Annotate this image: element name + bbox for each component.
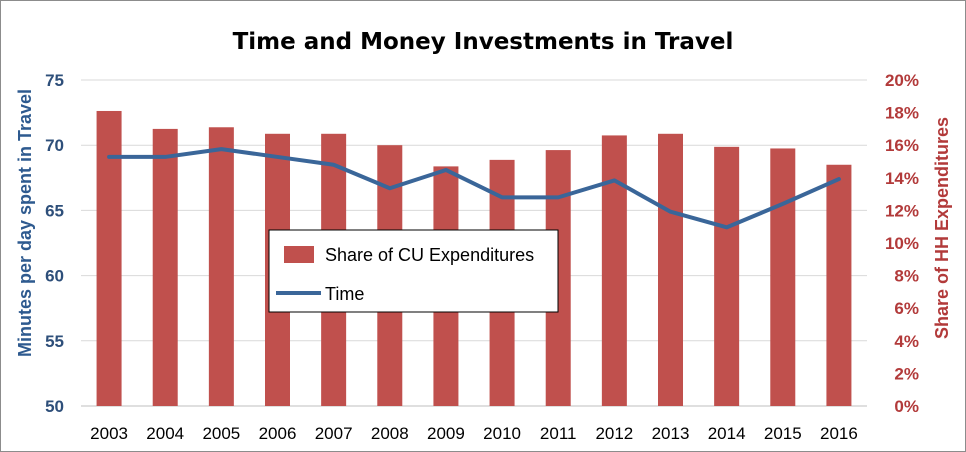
x-tick-label: 2010: [483, 424, 521, 443]
left-tick-label: 55: [45, 332, 64, 351]
x-tick-label: 2015: [764, 424, 802, 443]
time-line: [107, 147, 841, 230]
bar: [658, 133, 683, 407]
right-tick-label: 12%: [885, 201, 919, 220]
x-tick-label: 2003: [90, 424, 128, 443]
right-tick-label: 18%: [885, 104, 919, 123]
right-tick-label: 6%: [894, 299, 919, 318]
left-axis-label: Minutes per day spent in Travel: [15, 89, 35, 357]
x-tick-label: 2008: [371, 424, 409, 443]
x-tick-label: 2005: [202, 424, 240, 443]
x-tick-label: 2016: [820, 424, 858, 443]
right-tick-label: 4%: [894, 332, 919, 351]
x-tick-label: 2007: [315, 424, 353, 443]
right-axis-label: Share of HH Expenditures: [932, 117, 952, 339]
bar: [208, 127, 234, 407]
x-tick-label: 2006: [259, 424, 297, 443]
x-tick-label: 2012: [595, 424, 633, 443]
x-tick-label: 2011: [540, 424, 577, 443]
right-tick-label: 8%: [894, 267, 919, 286]
right-tick-label: 16%: [885, 136, 919, 155]
bar: [826, 164, 852, 406]
right-tick-label: 0%: [894, 397, 919, 416]
right-tick-label: 14%: [885, 169, 919, 188]
chart-title: Time and Money Investments in Travel: [233, 29, 734, 55]
legend-bar-label: Share of CU Expenditures: [325, 245, 534, 265]
right-tick-label: 2%: [894, 364, 919, 383]
left-tick-label: 70: [45, 136, 64, 155]
bar: [152, 128, 178, 406]
bar: [601, 135, 627, 407]
line-series: [107, 147, 841, 230]
right-axis-ticks: 0% 2% 4% 6% 8% 10% 12% 14% 16% 18% 20%: [885, 71, 919, 416]
left-tick-label: 50: [45, 397, 64, 416]
x-tick-label: 2004: [146, 424, 184, 443]
bar: [770, 148, 796, 406]
right-tick-label: 20%: [885, 71, 919, 90]
left-tick-label: 75: [45, 71, 64, 90]
x-axis-ticks: 2003 2004 2005 2006 2007 2008 2009 2010 2011 2012…: [90, 424, 858, 443]
right-tick-label: 10%: [885, 234, 919, 253]
left-tick-label: 60: [45, 267, 64, 286]
legend-bar-swatch: [284, 246, 314, 263]
legend-box: [268, 229, 559, 313]
x-tick-label: 2014: [708, 424, 746, 443]
legend: Share of CU Expenditures Time: [268, 229, 559, 313]
left-axis-ticks: 50 55 60 65 70 75: [45, 71, 64, 416]
x-tick-label: 2009: [427, 424, 465, 443]
bar: [714, 146, 740, 406]
left-tick-label: 65: [45, 201, 64, 220]
x-tick-label: 2013: [652, 424, 690, 443]
legend-line-label: Time: [325, 284, 364, 304]
bar: [96, 110, 122, 406]
